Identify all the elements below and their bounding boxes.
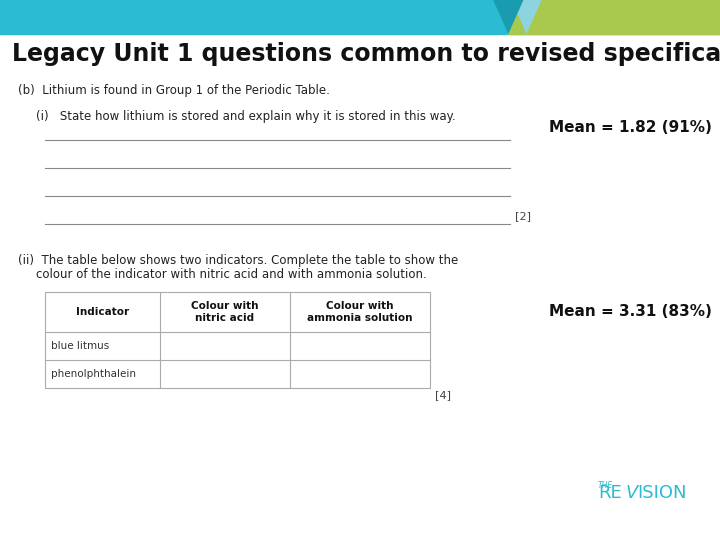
- Text: ISION: ISION: [637, 484, 686, 502]
- Text: V: V: [626, 484, 639, 502]
- Text: phenolphthalein: phenolphthalein: [51, 369, 136, 379]
- Text: Colour with
nitric acid: Colour with nitric acid: [192, 301, 258, 323]
- Text: RE: RE: [598, 484, 622, 502]
- Text: [2]: [2]: [515, 211, 531, 221]
- Polygon shape: [511, 0, 541, 34]
- Text: (b)  Lithium is found in Group 1 of the Periodic Table.: (b) Lithium is found in Group 1 of the P…: [18, 84, 330, 97]
- Text: Legacy Unit 1 questions common to revised specification: Legacy Unit 1 questions common to revise…: [12, 42, 720, 66]
- Text: (ii)  The table below shows two indicators. Complete the table to show the: (ii) The table below shows two indicator…: [18, 254, 458, 267]
- Polygon shape: [493, 0, 523, 34]
- Text: (i)   State how lithium is stored and explain why it is stored in this way.: (i) State how lithium is stored and expl…: [36, 110, 456, 123]
- Bar: [45, 292, 430, 388]
- Text: THE: THE: [598, 481, 613, 490]
- Text: Colour with
ammonia solution: Colour with ammonia solution: [307, 301, 413, 323]
- Text: Indicator: Indicator: [76, 307, 129, 317]
- Text: Mean = 3.31 (83%): Mean = 3.31 (83%): [549, 304, 711, 319]
- Text: blue litmus: blue litmus: [51, 341, 109, 351]
- Text: [4]: [4]: [435, 390, 451, 400]
- Text: Mean = 1.82 (91%): Mean = 1.82 (91%): [549, 120, 711, 135]
- Text: colour of the indicator with nitric acid and with ammonia solution.: colour of the indicator with nitric acid…: [36, 268, 427, 281]
